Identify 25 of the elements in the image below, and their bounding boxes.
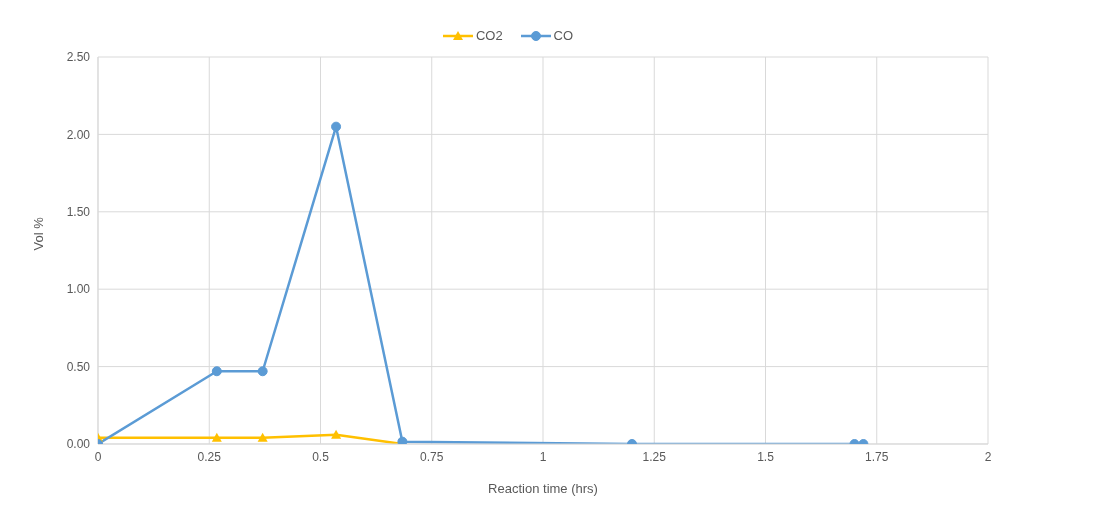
point xyxy=(211,366,222,377)
legend-label: CO2 xyxy=(475,28,503,43)
y-axis-title: Vol % xyxy=(30,216,46,251)
x-tick-label: 0.25 xyxy=(197,449,222,464)
y-tick-label: 2.50 xyxy=(66,50,91,65)
legend-label: CO xyxy=(553,28,574,43)
y-tick-label: 1.00 xyxy=(66,282,91,297)
point xyxy=(211,432,222,442)
x-tick-label: 0.75 xyxy=(420,449,444,464)
point xyxy=(331,121,342,132)
point xyxy=(257,366,268,377)
point xyxy=(331,429,342,439)
point xyxy=(257,432,268,442)
x-tick-label: 2 xyxy=(984,449,992,464)
y-tick-label: 1.50 xyxy=(66,205,91,220)
x-axis-title: Reaction time (hrs) xyxy=(488,481,598,497)
x-tick-label: 0 xyxy=(94,449,102,464)
x-tick-label: 1.75 xyxy=(865,449,889,464)
x-tick-label: 1.5 xyxy=(757,449,775,464)
x-tick-label: 1.25 xyxy=(642,449,667,464)
y-tick-label: 0.00 xyxy=(66,437,91,452)
y-tick-label: 0.50 xyxy=(66,359,91,374)
y-tick-label: 2.00 xyxy=(66,127,91,142)
x-tick-label: 1 xyxy=(539,449,547,464)
x-tick-label: 0.5 xyxy=(312,449,330,464)
